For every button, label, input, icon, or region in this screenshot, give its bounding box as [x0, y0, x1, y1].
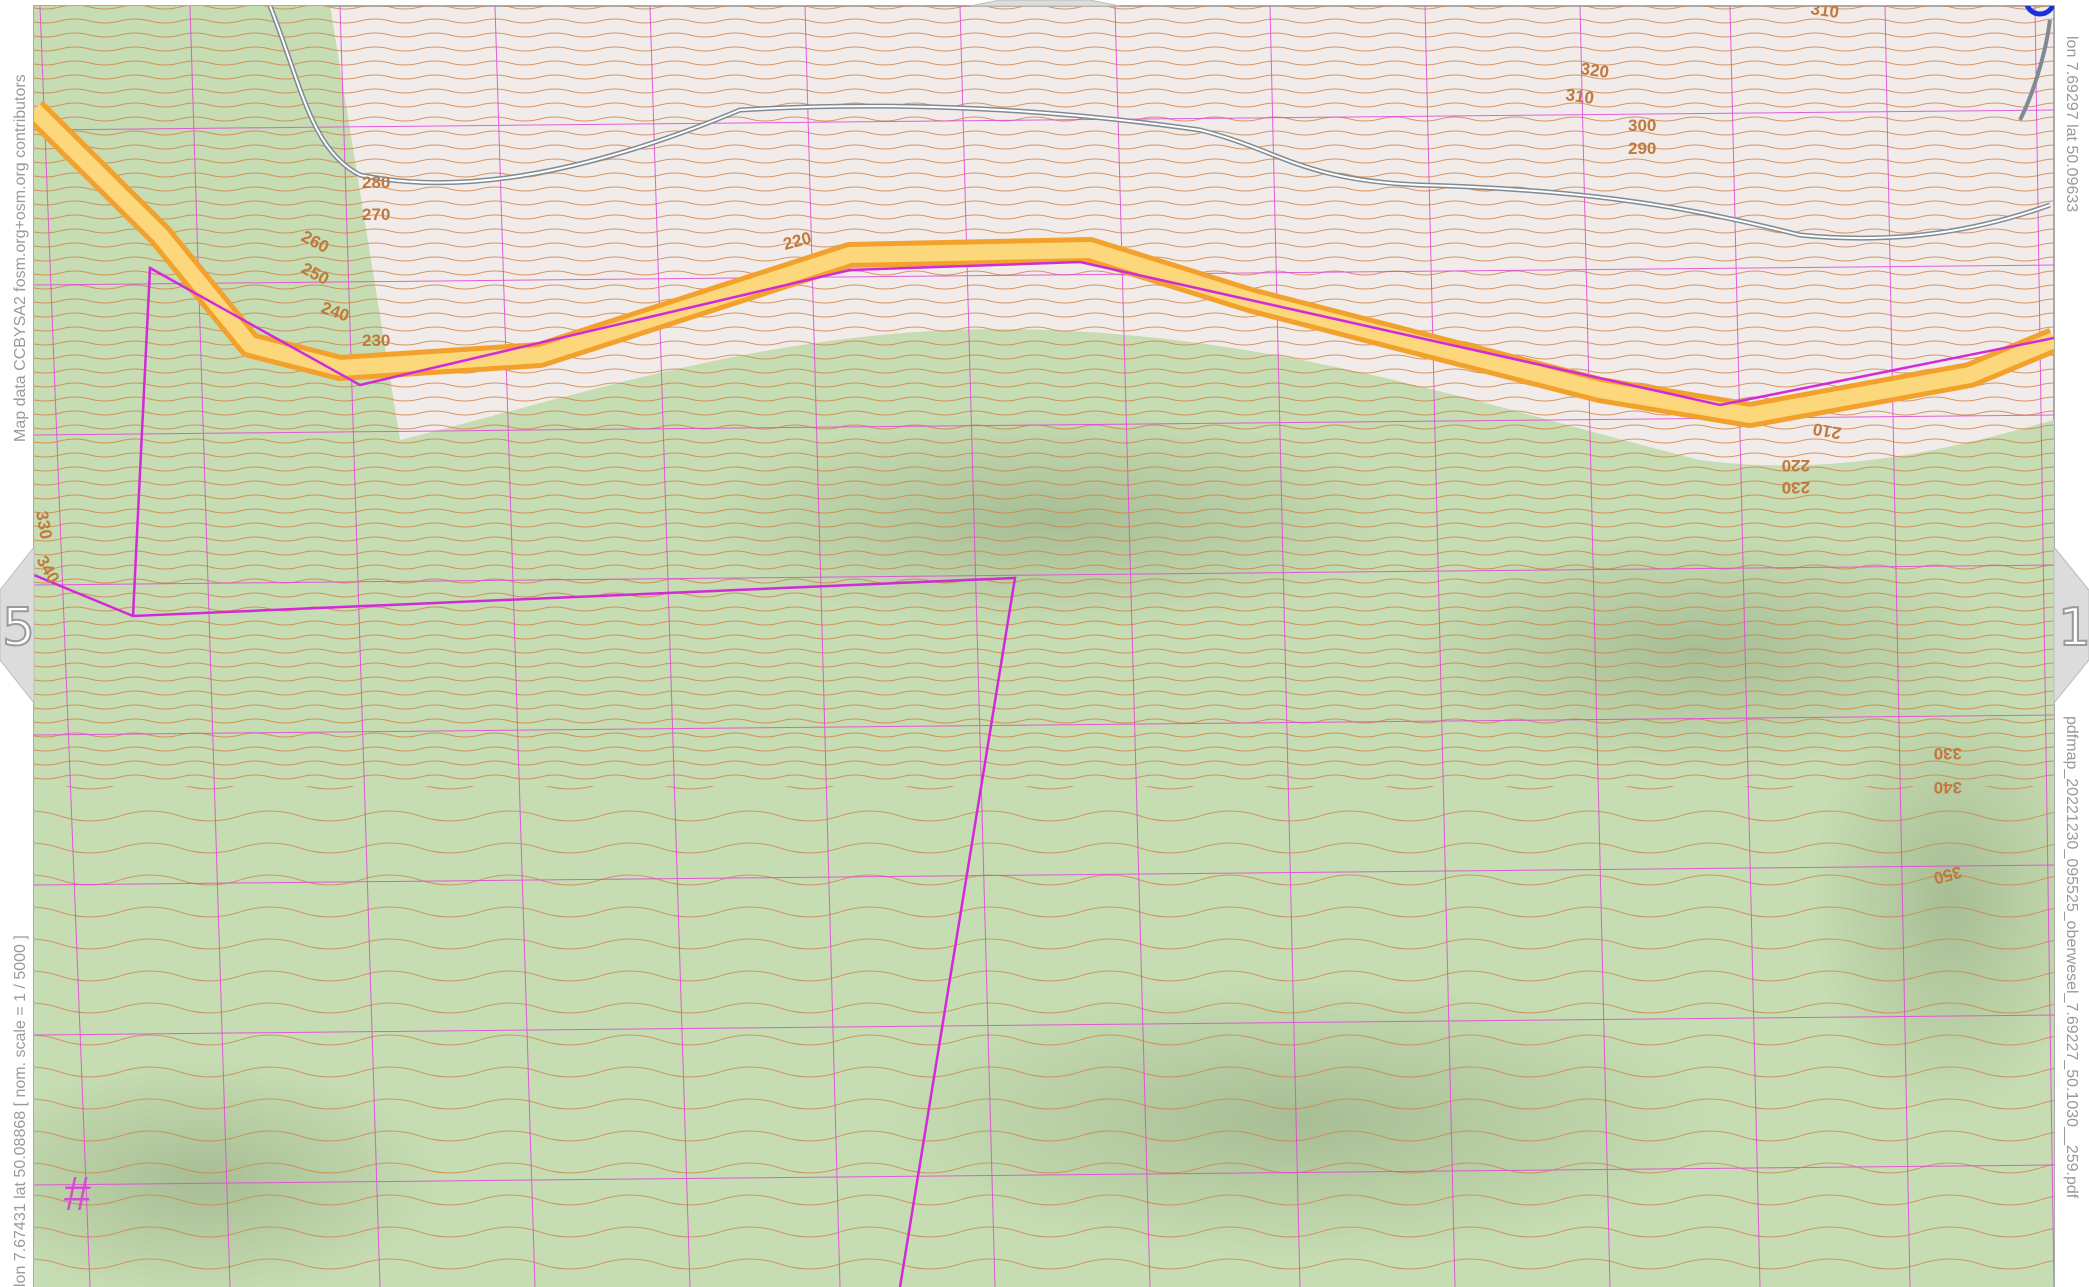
- hash-marker: #: [64, 1168, 91, 1221]
- map-filename: pdfmap_20221230_095525_oberwesel_7.69227…: [2063, 716, 2080, 1199]
- contour-label: 210: [1811, 419, 1842, 443]
- contour-label: 230: [362, 331, 390, 350]
- nav-left-button[interactable]: 5: [0, 545, 36, 705]
- attribution-text: Map data CCBYSA2 fosm.org+osm.org contri…: [12, 74, 29, 442]
- contour-label: 300: [1628, 116, 1656, 135]
- contour-lines: [34, 6, 2054, 786]
- contour-label: 220: [1782, 456, 1810, 475]
- contour-label: 330: [1934, 744, 1962, 763]
- contour-label: 230: [1782, 478, 1810, 497]
- nav-right-label: 1: [2058, 598, 2089, 658]
- contour-label: 280: [362, 173, 390, 192]
- coord-top-right: lon 7.69297 lat 50.09633: [2063, 36, 2080, 213]
- contour-label: 290: [1628, 139, 1656, 158]
- stream-line: [267, 6, 2052, 241]
- contour-label: 330: [32, 509, 56, 540]
- edge-marker-icon: [2024, 6, 2054, 17]
- contour-lines-lower: [34, 786, 2054, 1287]
- contour-label: 270: [362, 205, 390, 224]
- contour-label: 310: [1564, 85, 1595, 108]
- nav-top-button[interactable]: [969, 0, 1121, 7]
- nav-right-button[interactable]: 1: [2053, 545, 2089, 705]
- coord-bottom-left: lon 7.67431 lat 50.08868 [ nom. scale = …: [12, 935, 29, 1287]
- main-road: [34, 100, 2054, 428]
- contour-label: 340: [1934, 778, 1962, 797]
- track-route: [34, 260, 2054, 1287]
- contour-label: 320: [1579, 59, 1610, 82]
- contour-label: 310: [1809, 0, 1840, 22]
- nav-left-label: 5: [2, 598, 35, 658]
